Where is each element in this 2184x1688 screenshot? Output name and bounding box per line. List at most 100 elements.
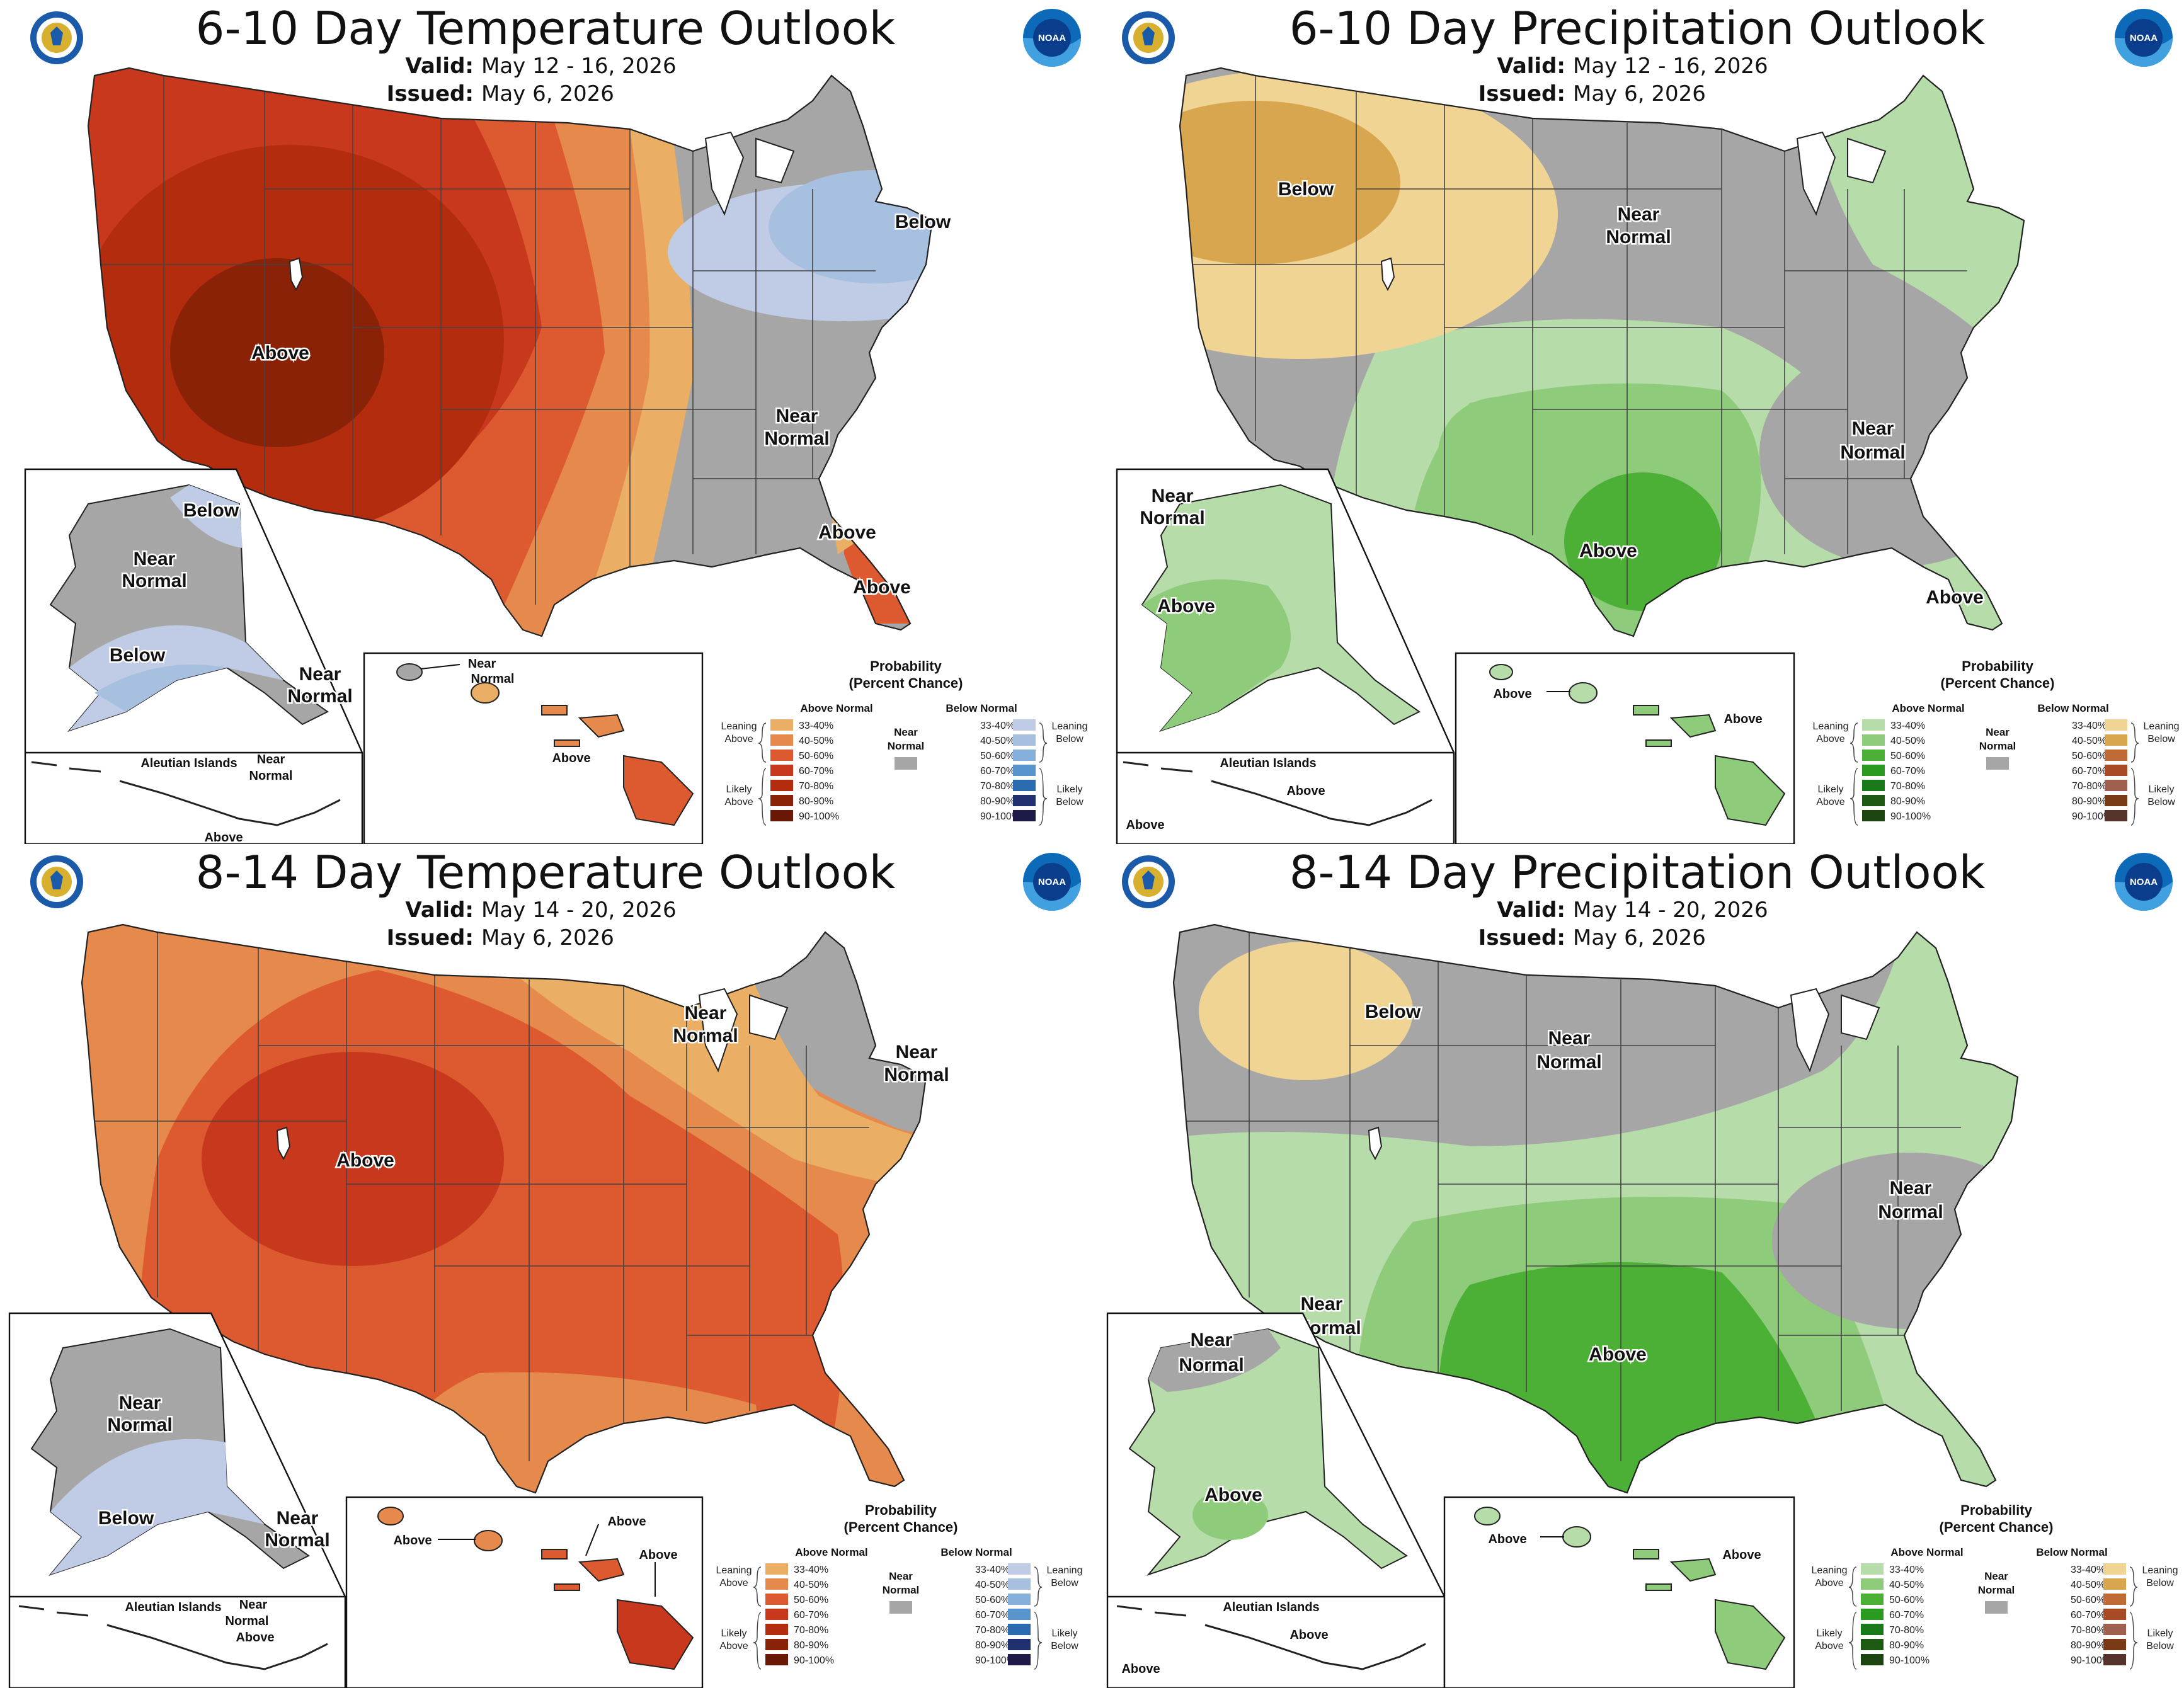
doc-seal-icon xyxy=(30,855,83,908)
legend: Probability (Percent Chance) Above Norma… xyxy=(1813,658,2180,826)
issued-label: Issued: xyxy=(387,81,474,106)
legend-likely: Likely xyxy=(2147,1628,2173,1639)
legend-range-above: 90-100% xyxy=(1890,811,1931,822)
aleutian-label: Aleutian Islands xyxy=(1220,756,1316,770)
legend-likely: Likely xyxy=(721,1628,747,1639)
label-near-sw: Near xyxy=(1301,1294,1343,1314)
legend-swatch-below xyxy=(2105,750,2127,761)
legend-below: Below xyxy=(2147,734,2175,744)
alaska-inset: Near Normal Below Near Normal Aleutian I… xyxy=(8,1312,346,1688)
panel-precip-8-14: NOAA 8-14 Day Precipitation Outlook Vali… xyxy=(1106,846,2178,1688)
legend-swatch-above xyxy=(1861,1609,1884,1620)
panel-title: 6-10 Day Precipitation Outlook xyxy=(1289,2,1986,55)
legend-swatch-above xyxy=(1862,810,1885,821)
panel-title: 6-10 Day Temperature Outlook xyxy=(196,2,896,55)
issued-value: May 6, 2026 xyxy=(481,81,614,106)
legend-swatch-above xyxy=(1861,1639,1884,1650)
legend-swatch-below xyxy=(2105,734,2127,746)
doc-seal-icon xyxy=(1122,855,1175,908)
hawaii-inset: Near Normal Above xyxy=(363,652,704,844)
legend-swatch-above xyxy=(1861,1563,1884,1575)
alaska-inset: Near Normal Above Aleutian Islands Above… xyxy=(1106,1312,1446,1688)
legend-below: Below xyxy=(2146,1578,2174,1588)
legend-above-normal: Above Normal xyxy=(1890,1546,1963,1558)
legend-range-above: 33-40% xyxy=(1890,721,1925,731)
legend-leaning: Leaning xyxy=(1052,721,1088,732)
legend-swatch-below xyxy=(1008,1609,1031,1620)
legend-range-below: 70-80% xyxy=(980,781,1015,792)
legend-leaning: Leaning xyxy=(2144,721,2180,732)
ak-label-near: Near xyxy=(119,1393,161,1413)
legend-likely: Likely xyxy=(1817,1628,1843,1639)
legend-range-above: 60-70% xyxy=(794,1610,828,1621)
legend-subtitle: (Percent Chance) xyxy=(844,1519,958,1535)
issued-label: Issued: xyxy=(1478,81,1565,106)
valid-label: Valid: xyxy=(1497,898,1565,923)
label-near-se: Near xyxy=(1852,418,1894,439)
legend-range-below: 90-100% xyxy=(975,1655,1015,1666)
legend-swatch-below xyxy=(1008,1578,1031,1590)
issued-value: May 6, 2026 xyxy=(481,925,614,950)
label-above-main: Above xyxy=(251,343,309,363)
label-above-fl: Above xyxy=(1926,587,1984,608)
legend-swatch-below xyxy=(2105,795,2127,806)
legend-range-above: 50-60% xyxy=(1890,751,1925,761)
legend-swatch-below xyxy=(2105,719,2127,731)
legend-below: Below xyxy=(1056,734,1083,744)
ak-label-above: Above xyxy=(1204,1485,1262,1505)
legend-swatch-above xyxy=(1862,750,1885,761)
legend-above: Above xyxy=(724,797,753,807)
legend-subtitle: (Percent Chance) xyxy=(849,675,963,691)
legend-swatch-above xyxy=(1861,1594,1884,1605)
legend-swatch-above xyxy=(1862,780,1885,791)
legend-swatch-below xyxy=(2103,1578,2126,1590)
legend-range-above: 40-50% xyxy=(1889,1580,1924,1590)
legend-above: Above xyxy=(1816,797,1844,807)
legend-swatch-above xyxy=(1862,795,1885,806)
legend-range-above: 80-90% xyxy=(1889,1640,1924,1651)
legend-swatch-below xyxy=(1008,1639,1031,1650)
ak-label-near: Near xyxy=(134,549,176,569)
legend-range-above: 60-70% xyxy=(1889,1610,1924,1621)
legend-swatch-above xyxy=(765,1639,788,1650)
legend-above: Above xyxy=(1815,1578,1843,1588)
label-near-normal: Near xyxy=(1618,204,1660,225)
legend-range-below: 33-40% xyxy=(2072,721,2107,731)
legend-swatch-below xyxy=(1013,810,1036,821)
legend-below: Below xyxy=(2147,797,2175,807)
legend-range-above: 40-50% xyxy=(794,1580,828,1590)
noaa-logo-text: NOAA xyxy=(1038,33,1066,43)
legend-swatch-below xyxy=(1008,1654,1031,1665)
legend-below: Below xyxy=(1051,1578,1078,1588)
aleutian-above: Above xyxy=(204,831,243,844)
legend-range-below: 60-70% xyxy=(980,766,1015,777)
aleutian-above: Above xyxy=(1289,1628,1328,1642)
legend-swatch-above xyxy=(1862,719,1885,731)
legend-range-below: 90-100% xyxy=(2071,1655,2111,1666)
hi-above: Above xyxy=(1488,1532,1526,1546)
legend-range-below: 50-60% xyxy=(2071,1595,2105,1605)
legend-range-above: 33-40% xyxy=(799,721,833,731)
aleutian-label: Aleutian Islands xyxy=(1223,1600,1319,1614)
legend-near: Near xyxy=(894,726,918,738)
ak-label-near: Normal xyxy=(107,1415,172,1435)
legend-near: Normal xyxy=(883,1584,920,1596)
label-above-fl: Above xyxy=(853,577,911,598)
legend-above-normal: Above Normal xyxy=(800,702,872,714)
hi-above: Above xyxy=(552,751,590,765)
legend-swatch-below xyxy=(2103,1594,2126,1605)
doc-seal-icon xyxy=(1122,11,1175,64)
legend-near: Near xyxy=(1986,726,2010,738)
hawaii-inset: Above Above xyxy=(1443,1496,1795,1688)
hi-above: Above xyxy=(393,1534,432,1548)
aleutian-above: Above xyxy=(236,1631,274,1645)
legend-swatch-above xyxy=(770,719,793,731)
legend-range-below: 60-70% xyxy=(975,1610,1010,1621)
legend-subtitle: (Percent Chance) xyxy=(1941,675,2055,691)
valid-value: May 12 - 16, 2026 xyxy=(481,54,677,79)
legend-swatch-above xyxy=(1862,734,1885,746)
hawaii-inset: Above Above Above xyxy=(345,1496,704,1688)
doc-seal-icon xyxy=(30,11,83,64)
legend-likely: Likely xyxy=(726,784,752,795)
label-near-se: Near xyxy=(1890,1178,1932,1199)
